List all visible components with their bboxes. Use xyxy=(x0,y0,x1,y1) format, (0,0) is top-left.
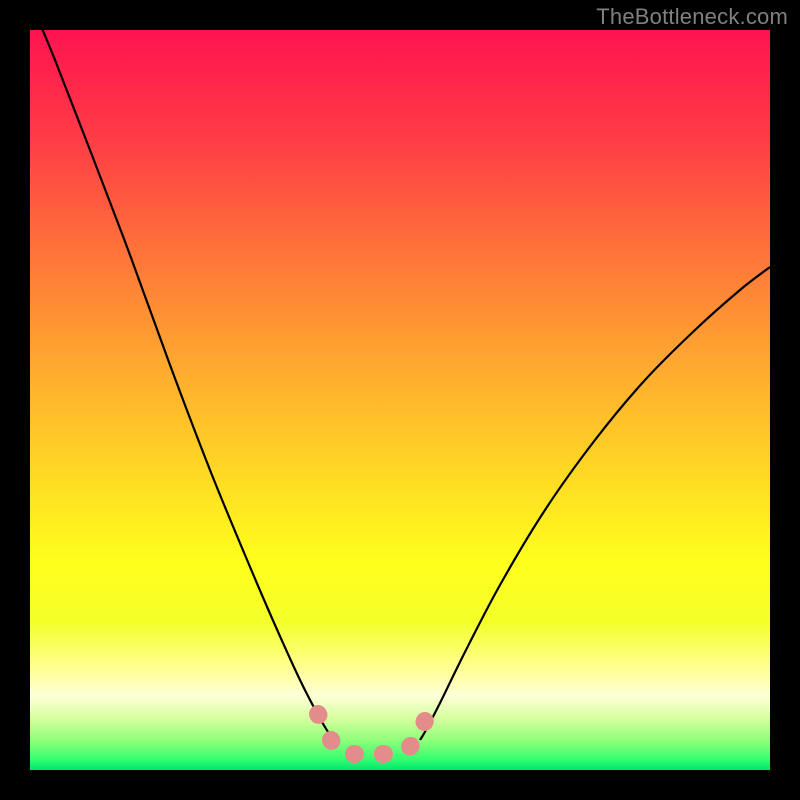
watermark-text: TheBottleneck.com xyxy=(596,4,788,30)
chart-background xyxy=(30,30,770,770)
bottleneck-chart xyxy=(0,0,800,800)
